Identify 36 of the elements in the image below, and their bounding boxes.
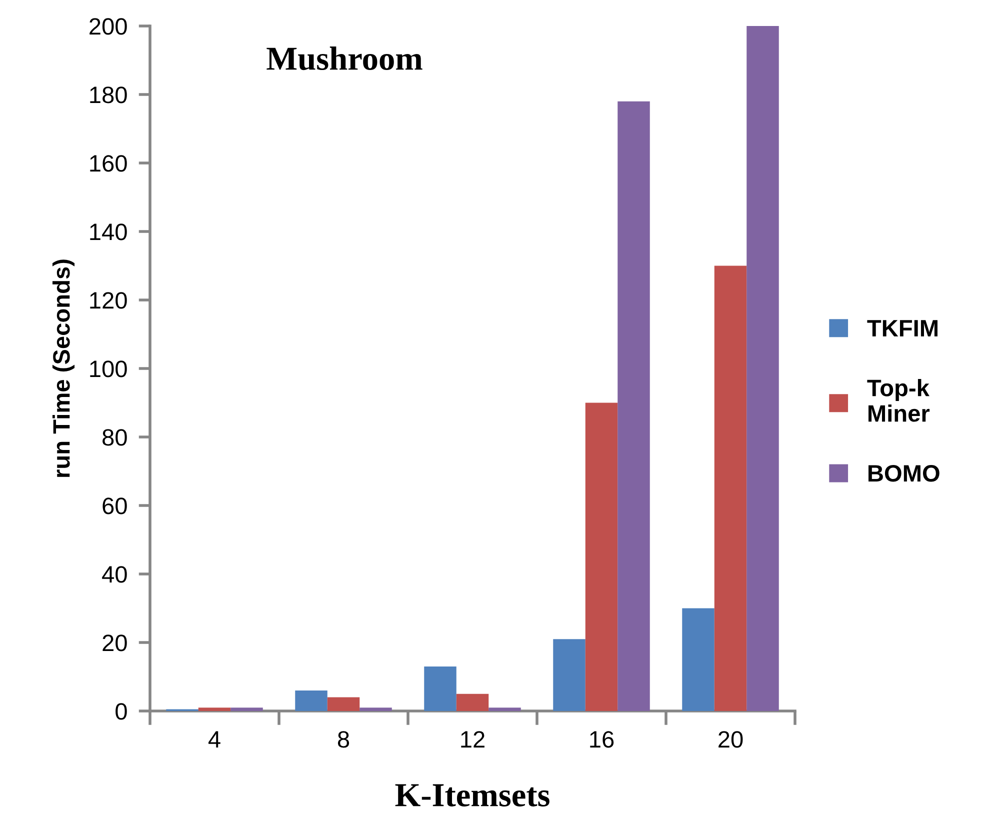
bar [360,708,392,711]
bar [456,694,489,711]
y-tick-label: 120 [90,292,127,309]
y-tick-label: 140 [90,224,127,240]
x-tick-label: 20 [718,731,743,748]
y-tick-label: 160 [90,155,127,172]
bar [295,690,328,711]
y-tick-label: 20 [102,634,127,652]
legend-label: TKFIM [867,320,938,336]
chart-title: Mushroom [266,46,422,70]
y-tick-label: 80 [102,429,127,446]
bar [746,26,779,711]
y-tick-label: 100 [90,360,127,378]
bar [682,608,714,711]
bar [618,101,650,711]
x-tick-label: 16 [590,731,614,748]
legend-label: Top-k Miner [867,379,930,422]
y-tick-label: 40 [102,566,127,583]
y-axis-title: run Time (Seconds) [52,260,74,477]
y-tick-label: 200 [90,18,127,35]
y-tick-label: 60 [102,498,127,514]
bar [198,708,231,711]
bar [488,708,521,711]
y-tick-label: 180 [90,86,127,104]
x-axis-title: K-Itemsets [395,784,550,806]
bar [553,639,586,711]
legend-label: BOMO [868,465,940,482]
bar [714,266,747,711]
y-tick-label: 0 [116,703,127,720]
x-tick-label: 12 [461,731,484,748]
bar [327,697,360,711]
bar [585,402,618,711]
bar [424,666,456,711]
x-tick-label: 4 [208,731,220,748]
bar [230,708,263,711]
x-tick-label: 8 [338,731,350,748]
